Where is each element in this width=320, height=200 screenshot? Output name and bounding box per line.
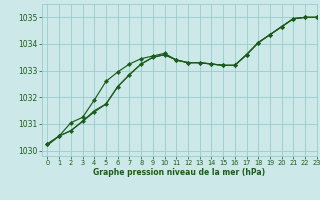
X-axis label: Graphe pression niveau de la mer (hPa): Graphe pression niveau de la mer (hPa) (93, 168, 265, 177)
